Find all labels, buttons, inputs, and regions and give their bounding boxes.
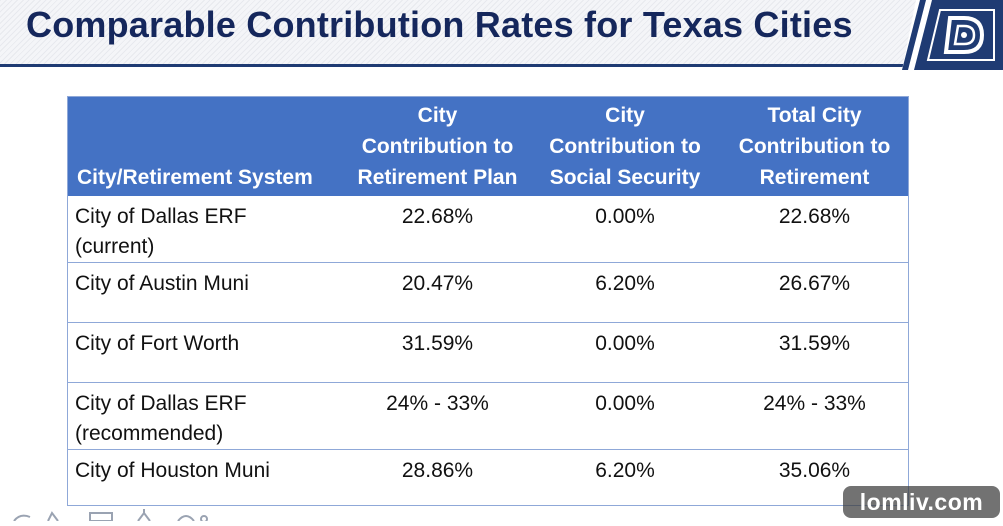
header-total-contribution: Total City Contribution to Retirement	[720, 96, 909, 196]
system-line: City of Houston Muni	[75, 459, 270, 482]
header-line: Contribution to	[361, 135, 514, 158]
table-header-row: City/Retirement System City Contribution…	[67, 96, 909, 196]
footer-decorative-icons	[0, 508, 220, 523]
cell-social-security: 0.00%	[530, 196, 720, 263]
cell-total: 31.59%	[720, 322, 909, 383]
cell-social-security: 0.00%	[530, 382, 720, 450]
cell-system: City of Fort Worth	[67, 322, 345, 383]
cell-plan: 20.47%	[345, 262, 530, 323]
contribution-rates-table: City/Retirement System City Contribution…	[67, 96, 909, 511]
cell-social-security: 6.20%	[530, 262, 720, 323]
header-social-security-contribution: City Contribution to Social Security	[530, 96, 720, 196]
header-rule	[0, 64, 1003, 67]
table-row: City of Austin Muni 20.47% 6.20% 26.67%	[67, 262, 909, 323]
cell-plan: 31.59%	[345, 322, 530, 383]
cell-system: City of Dallas ERF (current)	[67, 196, 345, 263]
table-row: City of Dallas ERF (recommended) 24% - 3…	[67, 382, 909, 450]
header-line: City	[417, 104, 458, 127]
system-line: City of Fort Worth	[75, 332, 240, 355]
header-plan-contribution: City Contribution to Retirement Plan	[345, 96, 530, 196]
system-line: City of Dallas ERF	[75, 392, 247, 415]
cell-total: 26.67%	[720, 262, 909, 323]
cell-social-security: 6.20%	[595, 459, 655, 482]
header-line: Contribution to	[549, 135, 701, 158]
table-row: City of Houston Muni 28.86% 6.20% 35.06%	[67, 450, 909, 511]
cell-total: 22.68%	[720, 196, 909, 263]
system-line: (current)	[75, 235, 155, 258]
header-line: City/Retirement System	[77, 166, 313, 189]
cell-plan: 28.86%	[401, 459, 474, 482]
cell-system: City of Houston Muni	[67, 450, 345, 511]
cell-system: City of Dallas ERF (recommended)	[67, 382, 345, 450]
header-line: Retirement Plan	[357, 166, 518, 189]
table-row: City of Dallas ERF (current) 22.68% 0.00…	[67, 196, 909, 263]
cell-plan: 22.68%	[345, 196, 530, 263]
system-line: City of Austin Muni	[75, 272, 249, 295]
header-line: Contribution to	[738, 135, 891, 158]
system-line: (recommended)	[75, 422, 224, 445]
header-city-system: City/Retirement System	[67, 96, 345, 196]
header-line: City	[605, 104, 645, 127]
slide-title: Comparable Contribution Rates for Texas …	[26, 4, 853, 45]
system-line: City of Dallas ERF	[75, 205, 247, 228]
header-line: Social Security	[549, 166, 701, 189]
cell-plan: 24% - 33%	[345, 382, 530, 450]
table-row: City of Fort Worth 31.59% 0.00% 31.59%	[67, 322, 909, 383]
cell-total: 35.06%	[778, 459, 851, 482]
header-line: Retirement	[759, 166, 870, 189]
cell-system: City of Austin Muni	[67, 262, 345, 323]
header-line: Total City	[767, 104, 862, 127]
city-of-dallas-logo-icon	[902, 0, 1003, 70]
cell-total: 24% - 33%	[720, 382, 909, 450]
slide-header	[0, 0, 1003, 64]
watermark-badge: lomliv.com	[843, 486, 1000, 518]
cell-social-security: 0.00%	[530, 322, 720, 383]
